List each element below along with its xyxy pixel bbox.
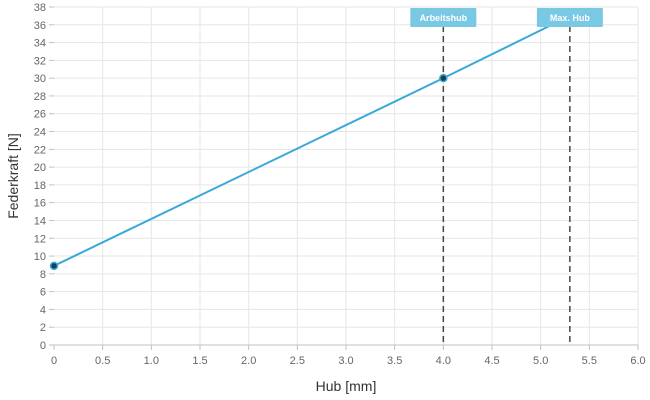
- y-tick-label: 34: [34, 38, 46, 50]
- y-tick-label: 20: [34, 162, 46, 174]
- y-tick-label: 30: [34, 73, 46, 85]
- y-tick-label: 12: [34, 233, 46, 245]
- y-tick-label: 8: [40, 269, 46, 281]
- y-tick-label: 38: [34, 2, 46, 14]
- x-tick-label: 3.0: [338, 355, 353, 367]
- y-tick-label: 26: [34, 109, 46, 121]
- x-tick-label: 4.5: [484, 355, 499, 367]
- x-tick-label: 2.0: [241, 355, 256, 367]
- y-tick-label: 24: [34, 127, 46, 139]
- data-point: [49, 261, 59, 271]
- y-tick-label: 4: [40, 304, 46, 316]
- x-tick-label: 0.5: [95, 355, 110, 367]
- x-tick-label: 0: [51, 355, 57, 367]
- y-tick-label: 2: [40, 322, 46, 334]
- y-axis-title: Federkraft [N]: [5, 133, 21, 219]
- marker-lines: [442, 16, 571, 345]
- marker-label-box: [410, 8, 477, 27]
- marker-label-text: Max. Hub: [550, 13, 591, 23]
- marker-label-box: [536, 8, 603, 27]
- y-tick-label: 18: [34, 180, 46, 192]
- grid: [54, 6, 639, 346]
- x-tick-label: 1.0: [144, 355, 159, 367]
- x-tick-label: 2.5: [290, 355, 305, 367]
- x-axis-title: Hub [mm]: [316, 378, 377, 394]
- y-tick-label: 10: [34, 251, 46, 263]
- y-tick-label: 36: [34, 20, 46, 32]
- x-tick-label: 1.5: [192, 355, 207, 367]
- y-tick-label: 32: [34, 55, 46, 67]
- marker-label: Max. Hub: [536, 8, 603, 27]
- x-tick-label: 3.5: [387, 355, 402, 367]
- y-tick-label: 22: [34, 144, 46, 156]
- y-tick-label: 28: [34, 91, 46, 103]
- x-tick-label: 4.0: [436, 355, 451, 367]
- x-axis-ticks: 0 0.5 1.0 1.5 2.0 2.5 3.0 3.5 4.0 4.5 5.0 5.5 6.0: [51, 345, 646, 367]
- marker-label-text: Arbeitshub: [420, 13, 468, 23]
- y-tick-label: 6: [40, 287, 46, 299]
- y-tick-label: 16: [34, 198, 46, 210]
- marker-label: Arbeitshub: [410, 8, 477, 27]
- y-tick-label: 0: [40, 340, 46, 352]
- marker-labels: Arbeitshub Max. Hub: [410, 8, 603, 27]
- x-tick-label: 6.0: [630, 355, 645, 367]
- y-tick-label: 14: [34, 215, 46, 227]
- data-point: [439, 73, 448, 83]
- x-tick-label: 5.5: [582, 355, 597, 367]
- x-tick-label: 5.0: [533, 355, 548, 367]
